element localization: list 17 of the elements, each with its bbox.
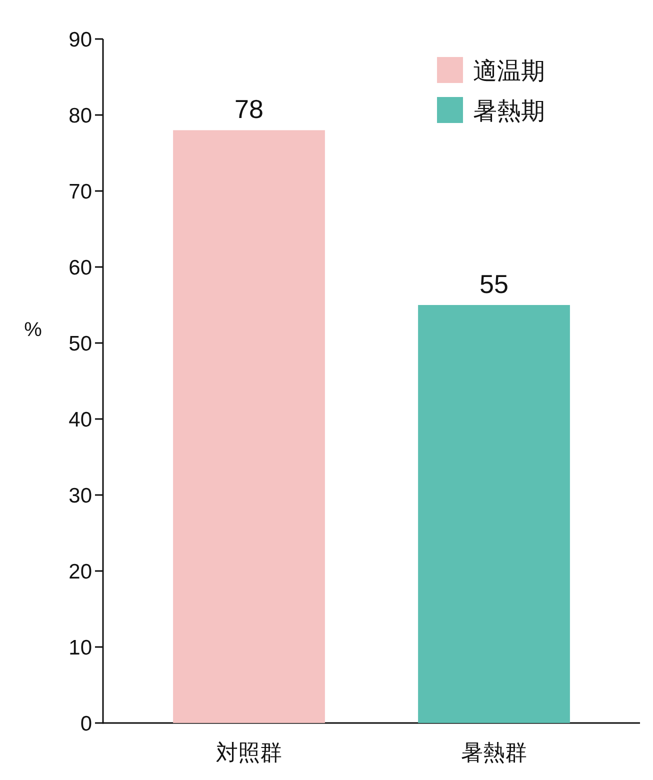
data-label: 78 — [234, 94, 264, 124]
x-tick-label: 暑熱群 — [461, 740, 527, 765]
y-tick-label: 20 — [68, 560, 92, 584]
legend-label: 適温期 — [473, 58, 545, 85]
y-axis-title: % — [24, 319, 42, 341]
y-tick-label: 80 — [68, 104, 92, 128]
y-tick-label: 60 — [68, 256, 92, 280]
y-tick-label: 10 — [68, 636, 92, 660]
y-tick-label: 30 — [68, 484, 92, 508]
y-tick-label: 0 — [80, 712, 92, 736]
legend-label: 暑熱期 — [473, 98, 545, 125]
y-tick-label: 90 — [68, 28, 92, 52]
x-tick-label: 対照群 — [216, 740, 282, 765]
y-tick-label: 50 — [68, 332, 92, 356]
data-label: 55 — [480, 269, 508, 299]
y-tick-label: 40 — [68, 408, 92, 432]
y-tick-label: 70 — [68, 180, 92, 204]
